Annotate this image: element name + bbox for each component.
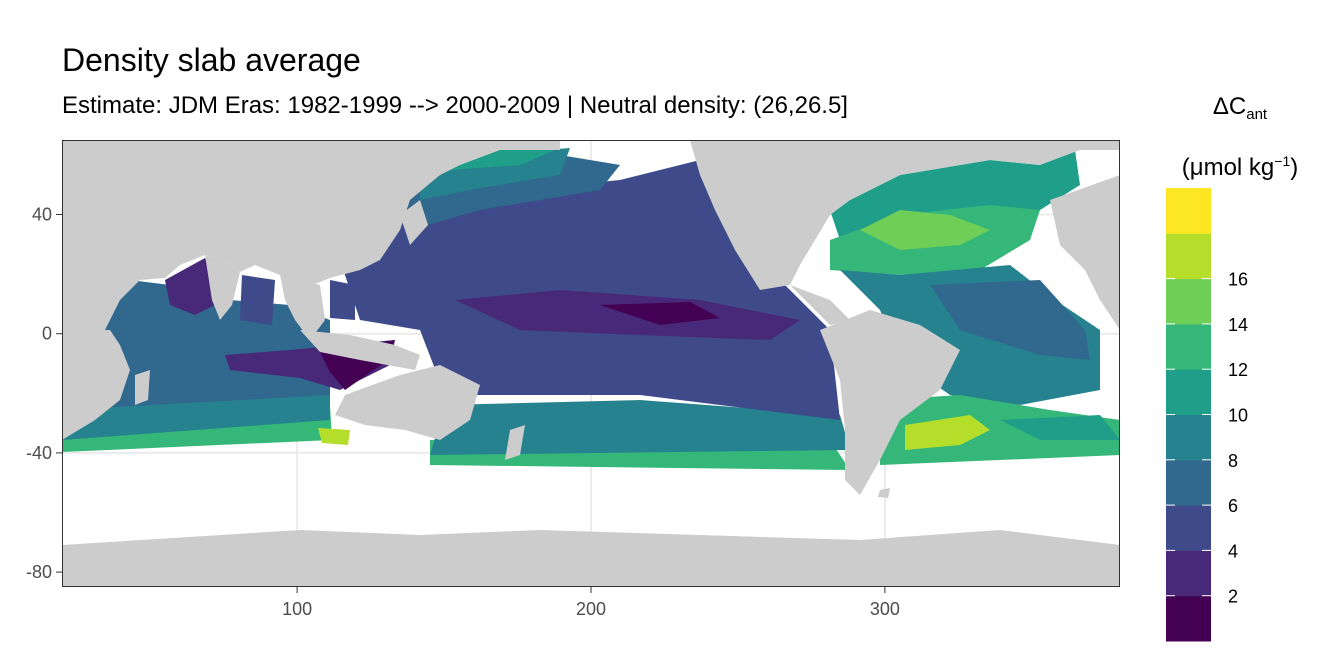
chart-title: Density slab average xyxy=(62,42,361,78)
land-south-georgia xyxy=(878,488,890,498)
legend-tick-label: 2 xyxy=(1228,587,1238,607)
land-india xyxy=(205,255,240,320)
legend-tick-label: 8 xyxy=(1228,451,1238,471)
legend-bin xyxy=(1166,323,1211,370)
ocean-field xyxy=(62,145,1120,470)
land-masses xyxy=(62,140,1120,587)
land-madagascar xyxy=(135,370,150,405)
land-indonesia xyxy=(300,330,420,370)
atlantic-equatorial-band xyxy=(930,280,1090,360)
atlantic-south-band xyxy=(880,395,1120,465)
legend-bin xyxy=(1166,278,1211,325)
legend-bin xyxy=(1166,369,1211,415)
x-tick-label: 200 xyxy=(576,599,606,619)
pacific-central-band xyxy=(330,160,840,420)
legend-title: ΔCant (μmol kg−1) xyxy=(1162,84,1318,191)
land-new-zealand xyxy=(505,425,525,460)
land-europe-west xyxy=(1050,175,1120,330)
legend-unit-suffix: ) xyxy=(1290,154,1299,181)
legend-tick-label: 10 xyxy=(1228,406,1248,426)
land-central-america xyxy=(790,285,850,325)
land-north-america xyxy=(690,140,1120,290)
pacific-equatorial-core xyxy=(600,302,720,325)
legend-bin xyxy=(1166,550,1211,597)
y-tick-label: 0 xyxy=(42,324,52,344)
chart-subtitle: Estimate: JDM Eras: 1982-1999 --> 2000-2… xyxy=(62,92,848,119)
legend-unit-prefix: (μmol kg xyxy=(1181,154,1275,181)
legend-tick-label: 16 xyxy=(1228,270,1248,290)
south-china-sea xyxy=(330,280,355,320)
pacific-equatorial-low xyxy=(455,290,800,340)
legend-bin xyxy=(1166,233,1211,280)
y-tick-label: -40 xyxy=(26,443,52,463)
land-south-america xyxy=(820,310,960,495)
legend-symbol-subscript: ant xyxy=(1246,106,1268,123)
legend-bin xyxy=(1166,459,1211,506)
pacific-south-mid-band xyxy=(430,400,850,455)
y-tick-label: 40 xyxy=(32,205,52,225)
land-indochina xyxy=(280,275,325,340)
bay-of-bengal xyxy=(240,275,275,325)
legend-colorbar: 2 4 6 8 10 12 14 16 xyxy=(1166,188,1248,642)
land-japan xyxy=(400,200,428,245)
x-tick-label: 300 xyxy=(870,599,900,619)
legend-bin xyxy=(1166,595,1211,642)
legend-tick-label: 4 xyxy=(1228,541,1238,561)
atlantic-south-core xyxy=(905,415,990,450)
land-africa-europe-asia xyxy=(62,140,560,330)
land-antarctica xyxy=(62,530,1120,587)
x-tick-label: 100 xyxy=(282,599,312,619)
land-africa-south xyxy=(62,330,130,440)
legend-symbol: ΔC xyxy=(1212,93,1247,120)
y-tick-label: -80 xyxy=(26,562,52,582)
legend-bin xyxy=(1166,414,1211,461)
panel-border xyxy=(62,140,1120,587)
y-axis: 40 0 -40 -80 xyxy=(26,205,62,582)
atlantic-gulf-stream-band xyxy=(860,210,990,250)
x-axis: 100 200 300 xyxy=(282,587,900,619)
legend-bin xyxy=(1166,188,1211,234)
legend-unit-superscript: −1 xyxy=(1274,153,1291,169)
indian-south-highlight xyxy=(318,428,350,445)
legend-tick-label: 12 xyxy=(1228,360,1248,380)
legend-tick-label: 6 xyxy=(1228,496,1238,516)
atlantic-south-teal xyxy=(1000,415,1120,440)
legend-tick-label: 14 xyxy=(1228,315,1248,335)
legend-bin xyxy=(1166,505,1211,551)
land-australia xyxy=(335,365,480,440)
